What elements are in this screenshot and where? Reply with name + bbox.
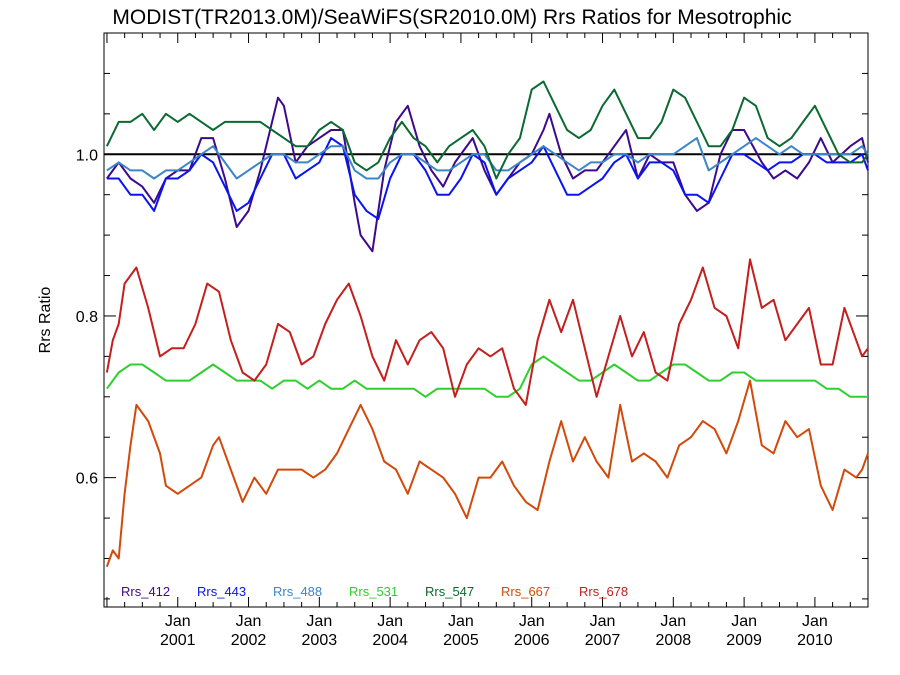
legend-item: Rrs_667 <box>501 584 550 599</box>
y-axis-label: Rrs Ratio <box>37 287 54 354</box>
x-tick-label-month: Jan <box>377 613 403 630</box>
x-tick-label-month: Jan <box>236 613 262 630</box>
x-tick-label-year: 2008 <box>656 632 692 649</box>
legend-item: Rrs_547 <box>425 584 474 599</box>
y-tick-label: 1.0 <box>76 147 98 164</box>
x-tick-label-year: 2009 <box>726 632 762 649</box>
x-tick-label-year: 2004 <box>372 632 408 649</box>
series-line-rrs-667 <box>105 379 869 567</box>
axes: 0.6 0.8 1.0 Jan 2001 Jan 2002 Jan 2003 Jan 2004 Jan… <box>76 32 869 649</box>
y-tick-label: 0.6 <box>76 471 98 488</box>
series-layer <box>105 80 869 567</box>
series-line-rrs-443 <box>106 137 869 220</box>
legend-item: Rrs_443 <box>197 584 246 599</box>
x-tick-label-month: Jan <box>165 613 191 630</box>
legend-item: Rrs_412 <box>121 584 170 599</box>
x-tick-label-month: Jan <box>448 613 474 630</box>
x-tick-label-year: 2007 <box>585 632 621 649</box>
legend-item: Rrs_531 <box>349 584 398 599</box>
x-tick-label-month: Jan <box>590 613 616 630</box>
x-tick-label-year: 2001 <box>160 632 196 649</box>
legend-item: Rrs_488 <box>273 584 322 599</box>
x-tick-label-month: Jan <box>731 613 757 630</box>
x-tick-label-month: Jan <box>802 613 828 630</box>
x-tick-label-month: Jan <box>519 613 545 630</box>
x-tick-label-year: 2003 <box>302 632 338 649</box>
series-line-rrs-678 <box>105 258 869 406</box>
x-tick-label-month: Jan <box>306 613 332 630</box>
x-tick-label-year: 2002 <box>231 632 267 649</box>
x-tick-label-year: 2006 <box>514 632 550 649</box>
chart-title: MODIST(TR2013.0M)/SeaWiFS(SR2010.0M) Rrs… <box>112 6 791 29</box>
x-tick-label-year: 2010 <box>797 632 833 649</box>
series-line-rrs-531 <box>106 355 868 398</box>
series-line-rrs-547 <box>106 80 869 180</box>
series-line-rrs-412 <box>106 96 869 253</box>
legend: Rrs_412 Rrs_443 Rrs_488 Rrs_531 Rrs_547 Rrs_6… <box>121 584 628 599</box>
x-tick-label-month: Jan <box>660 613 686 630</box>
y-tick-label: 0.8 <box>76 309 98 326</box>
legend-item: Rrs_678 <box>579 584 628 599</box>
x-tick-label-year: 2005 <box>443 632 479 649</box>
plot-frame <box>103 32 869 608</box>
